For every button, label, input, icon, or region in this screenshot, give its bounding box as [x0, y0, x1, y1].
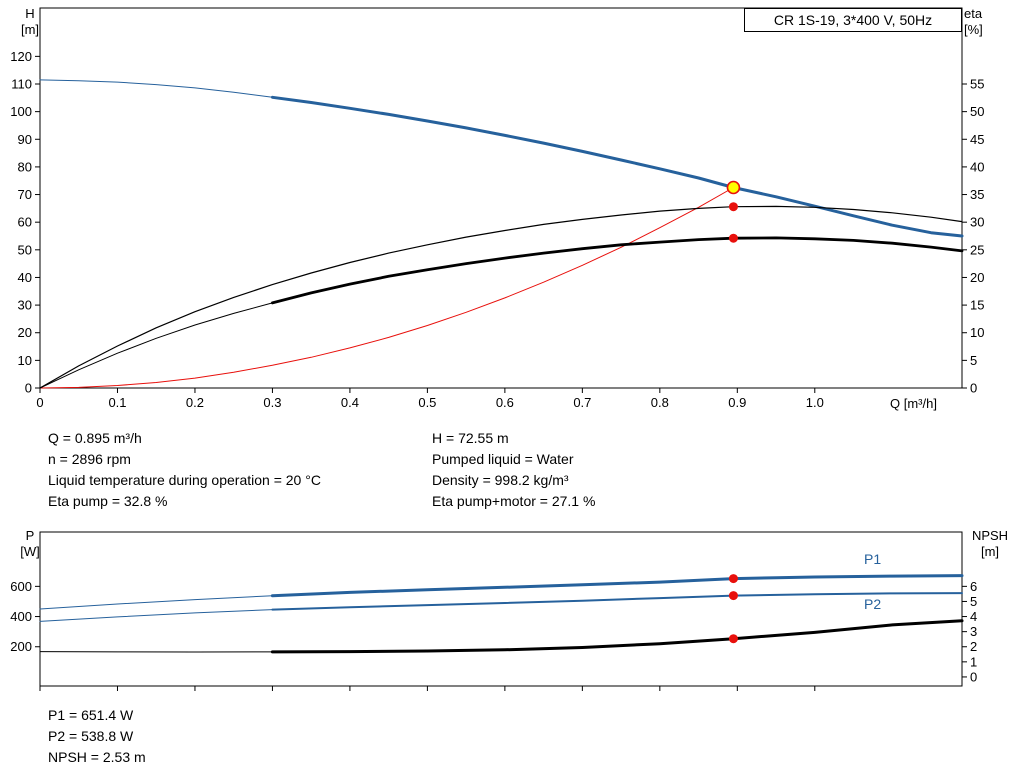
p1-point [728, 574, 738, 584]
power-axis-symbol: P [25, 528, 35, 543]
series-p2-curve-thin [39, 609, 273, 622]
series-hq-curve-thick [270, 95, 964, 238]
eta-pump-point [728, 202, 738, 212]
result-text-left: Q = 0.895 m³/h n = 2896 rpm Liquid tempe… [48, 428, 321, 512]
result-density: Density = 998.2 kg/m³ [432, 472, 569, 488]
duty-point [726, 180, 741, 195]
y-right-tick-label: 30 [970, 215, 984, 230]
eta-axis-title: eta [%] [964, 6, 1004, 38]
y-left-tick-label: 400 [10, 609, 32, 624]
series-p2-curve-thick [271, 592, 963, 611]
result-pumped-liquid: Pumped liquid = Water [432, 451, 574, 467]
y-left-tick-label: 110 [11, 77, 32, 92]
series-system-curve [39, 187, 734, 389]
npsh-axis-symbol: NPSH [971, 528, 1009, 543]
result-p1: P1 = 651.4 W [48, 707, 134, 723]
y-left-tick-label: 70 [18, 187, 32, 202]
p2-point [728, 591, 738, 601]
pump-title-box: CR 1S-19, 3*400 V, 50Hz [744, 8, 962, 32]
x-tick-label: 1.0 [806, 395, 824, 410]
y-left-tick-label: 50 [18, 242, 32, 257]
x-tick-label: 0.6 [496, 395, 514, 410]
x-tick-label: 0.2 [186, 395, 204, 410]
x-tick-label: 0.3 [263, 395, 281, 410]
y-left-tick-label: 200 [10, 639, 32, 654]
npsh-axis-unit: [m] [980, 544, 1000, 559]
series-hq-curve-thin [39, 79, 273, 98]
power-npsh-chart-frame [39, 531, 963, 687]
result-q: Q = 0.895 m³/h [48, 430, 142, 446]
result-text-right: H = 72.55 m Pumped liquid = Water Densit… [432, 428, 595, 512]
y-left-tick-label: 0 [25, 381, 32, 396]
y-left-tick-label: 100 [10, 104, 32, 119]
y-right-tick-label: 3 [970, 624, 977, 639]
result-h: H = 72.55 m [432, 430, 509, 446]
y-left-tick-label: 30 [18, 298, 32, 313]
y-right-tick-label: 40 [970, 159, 984, 174]
series-eta-pump-curve [39, 205, 963, 389]
head-axis-symbol: H [25, 6, 35, 21]
result-n: n = 2896 rpm [48, 451, 131, 467]
y-right-tick-label: 50 [970, 104, 984, 119]
y-right-tick-label: 10 [970, 325, 984, 340]
npsh-point [728, 634, 738, 644]
series-npsh-curve-thick [270, 619, 964, 654]
power-axis-unit: [W] [20, 544, 40, 559]
y-right-tick-label: 15 [970, 298, 984, 313]
y-right-tick-label: 35 [970, 187, 984, 202]
y-right-tick-label: 0 [970, 669, 977, 684]
result-eta-pump-motor: Eta pump+motor = 27.1 % [432, 493, 596, 509]
y-left-tick-label: 10 [18, 353, 32, 368]
y-left-tick-label: 90 [18, 132, 32, 147]
y-right-tick-label: 20 [970, 270, 984, 285]
y-right-tick-label: 45 [970, 132, 984, 147]
head-eta-chart-frame [39, 7, 963, 389]
result-eta-pump: Eta pump = 32.8 % [48, 493, 168, 509]
p2-curve-label: P2 [864, 596, 882, 612]
x-tick-label: 0.1 [108, 395, 126, 410]
y-right-tick-label: 55 [970, 77, 984, 92]
y-right-tick-label: 0 [970, 381, 977, 396]
y-right-tick-label: 1 [970, 654, 977, 669]
head-axis-unit: [m] [20, 22, 40, 37]
series-eta-pump-motor-thick [271, 236, 964, 305]
x-tick-label: 0 [36, 395, 43, 410]
x-tick-label: 0.8 [651, 395, 669, 410]
y-right-tick-label: 5 [970, 594, 977, 609]
p1-curve-label: P1 [864, 551, 882, 567]
head-axis-title: H [m] [12, 6, 48, 38]
series-eta-pump-motor-thin [39, 302, 273, 389]
power-axis-title: P [W] [12, 528, 48, 560]
series-p1-curve-thick [270, 574, 964, 598]
eta-axis-unit: [%] [964, 22, 983, 37]
x-tick-label: 0.9 [728, 395, 746, 410]
y-right-tick-label: 6 [970, 579, 977, 594]
y-right-tick-label: 5 [970, 353, 977, 368]
flow-axis-title: Q [m³/h] [890, 396, 937, 411]
y-left-tick-label: 60 [18, 215, 32, 230]
x-tick-label: 0.4 [341, 395, 359, 410]
result-p2: P2 = 538.8 W [48, 728, 134, 744]
x-tick-label: 0.5 [418, 395, 436, 410]
x-tick-label: 0.7 [573, 395, 591, 410]
result-text-bottom: P1 = 651.4 W P2 = 538.8 W NPSH = 2.53 m [48, 705, 146, 768]
series-p1-curve-thin [39, 595, 273, 610]
y-left-tick-label: 80 [18, 159, 32, 174]
y-left-tick-label: 120 [10, 49, 32, 64]
eta-pump-motor-point [728, 233, 738, 243]
result-npsh: NPSH = 2.53 m [48, 749, 146, 765]
eta-axis-symbol: eta [964, 6, 983, 21]
npsh-axis-title: NPSH [m] [964, 528, 1016, 560]
y-right-tick-label: 25 [970, 242, 984, 257]
y-right-tick-label: 2 [970, 639, 977, 654]
y-right-tick-label: 4 [970, 609, 977, 624]
y-left-tick-label: 600 [10, 579, 32, 594]
y-left-tick-label: 40 [18, 270, 32, 285]
result-liquid-temp: Liquid temperature during operation = 20… [48, 472, 321, 488]
y-left-tick-label: 20 [18, 325, 32, 340]
